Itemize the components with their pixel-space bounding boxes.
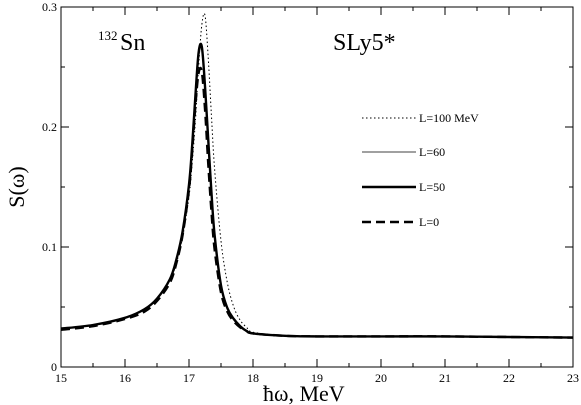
x-tick-label: 22 xyxy=(503,371,515,385)
legend-label: L=60 xyxy=(419,145,445,159)
nucleus-mass-label: 132 xyxy=(98,28,118,43)
x-tick-label: 21 xyxy=(439,371,451,385)
y-tick-label: 0.1 xyxy=(42,240,57,254)
x-tick-label: 18 xyxy=(247,371,259,385)
x-tick-label: 15 xyxy=(55,371,67,385)
legend: L=100 MeV L=60 L=50 L=0 xyxy=(362,111,479,229)
tick-labels: 15 16 17 18 19 20 21 22 23 0 0.1 0.2 0.3 xyxy=(42,0,579,385)
series-line-dashed xyxy=(60,66,574,339)
series-line-thin xyxy=(60,46,574,338)
x-tick-label: 16 xyxy=(119,371,131,385)
series-line-dotted xyxy=(60,12,574,339)
legend-label: L=50 xyxy=(419,180,445,194)
x-tick-label: 23 xyxy=(567,371,579,385)
interaction-label: SLy5* xyxy=(333,30,396,56)
y-tick-label: 0 xyxy=(51,360,57,374)
y-tick-label: 0.2 xyxy=(42,120,57,134)
series-line-thick xyxy=(60,42,574,339)
x-tick-label: 17 xyxy=(183,371,195,385)
x-tick-label: 19 xyxy=(311,371,323,385)
legend-label: L=100 MeV xyxy=(419,111,479,125)
series-lines xyxy=(60,12,574,339)
y-axis-label: S(ω) xyxy=(4,166,29,207)
x-axis-label: ħω, MeV xyxy=(263,381,345,405)
y-tick-label: 0.3 xyxy=(42,0,57,14)
nucleus-symbol-label: Sn xyxy=(120,30,145,56)
x-tick-label: 20 xyxy=(375,371,387,385)
legend-label: L=0 xyxy=(419,215,439,229)
ticks xyxy=(60,6,574,368)
